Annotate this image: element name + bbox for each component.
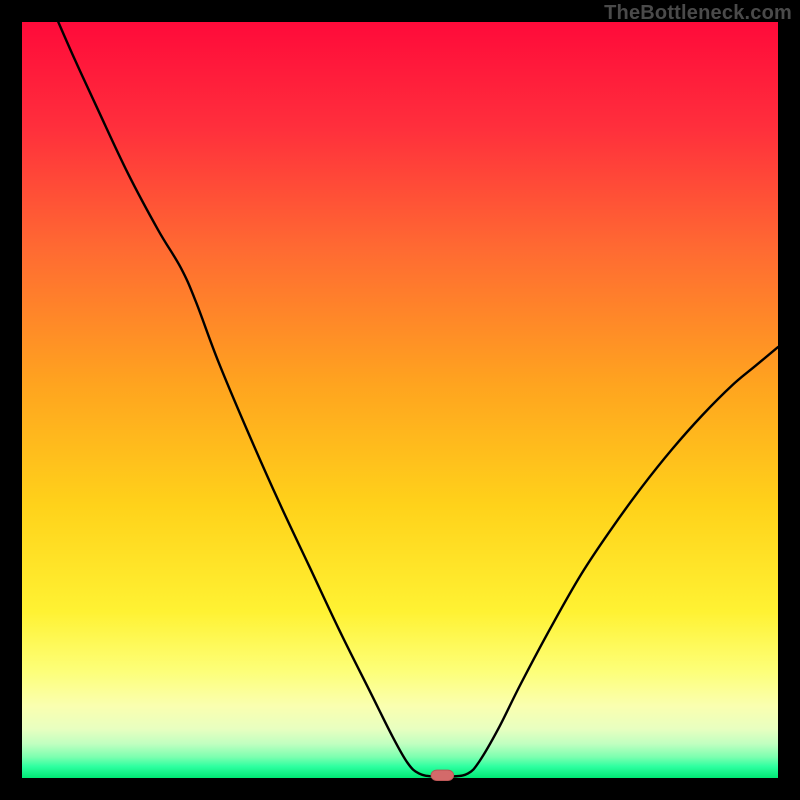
chart-canvas: TheBottleneck.com — [0, 0, 800, 800]
plot-svg — [0, 0, 800, 800]
plot-area — [22, 22, 778, 778]
valley-marker — [431, 770, 454, 781]
watermark-text: TheBottleneck.com — [604, 2, 792, 25]
